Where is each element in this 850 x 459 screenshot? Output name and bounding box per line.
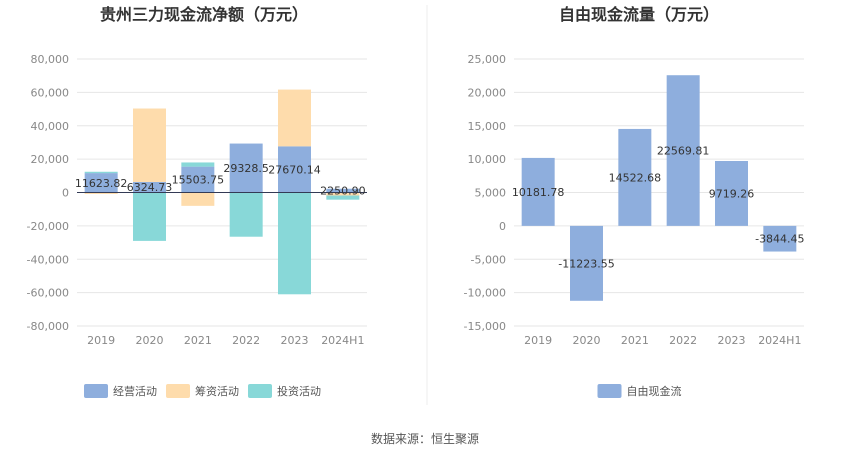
chart2-data-labels: 10181.78 -11223.55 14522.68 22569.81 9719.26… (512, 145, 805, 271)
y-tick-label: 25,000 (468, 53, 507, 66)
x-tick-label: 2021 (621, 334, 649, 347)
bar-2021-series-2 (181, 162, 215, 167)
chart2-x-axis: 2019 2020 2021 2022 2023 2024H1 (524, 334, 801, 347)
legend-swatch[interactable] (166, 384, 190, 398)
legend-label[interactable]: 自由现金流 (627, 384, 682, 398)
legend-swatch[interactable] (84, 384, 108, 398)
data-label: 9719.26 (709, 187, 755, 200)
chart1-bars (84, 89, 360, 295)
data-label: 22569.81 (657, 145, 710, 158)
bar-2022-series-2 (229, 192, 263, 237)
y-tick-label: 15,000 (468, 120, 507, 133)
y-tick-label: 0 (499, 220, 506, 233)
data-label: 11623.82 (75, 177, 128, 190)
legend-swatch[interactable] (597, 384, 622, 398)
chart2-y-axis: 25,000 20,000 15,000 10,000 5,000 0 -5,000 -10,… (464, 53, 506, 333)
y-tick-label: -60,000 (27, 287, 69, 300)
bar-2024H1-series-2 (326, 195, 360, 200)
y-tick-label: -5,000 (471, 253, 506, 266)
bar-2024H1-series-0 (763, 225, 797, 252)
x-tick-label: 2019 (524, 334, 552, 347)
chart2-bars (521, 75, 797, 301)
data-label: 10181.78 (512, 186, 565, 199)
bar-2021-series-0 (181, 166, 215, 193)
y-tick-label: 5,000 (475, 187, 507, 200)
bar-2021-series-0 (618, 128, 652, 226)
bar-2020-series-1 (133, 108, 166, 182)
bar-2020-series-0 (570, 225, 603, 301)
bar-2019-series-1 (84, 192, 118, 195)
x-tick-label: 2023 (718, 334, 746, 347)
y-tick-label: 20,000 (468, 86, 507, 99)
data-label: 27670.14 (268, 163, 321, 176)
legend-label[interactable]: 经营活动 (113, 384, 157, 398)
chart1-title: 贵州三力现金流净额（万元） (100, 5, 308, 24)
bar-2023-series-0 (715, 160, 748, 226)
data-label: 29328.5 (223, 162, 269, 175)
chart1-y-axis: 80,000 60,000 40,000 20,000 0 -20,000 -40,000 -… (27, 53, 69, 333)
data-label: 6324.73 (127, 181, 173, 194)
chart2-gridlines (514, 58, 804, 327)
y-tick-label: 80,000 (31, 53, 70, 66)
chart1-legend: 经营活动 筹资活动 投资活动 (84, 384, 321, 398)
bar-2023-series-1 (278, 89, 311, 147)
free-cash-flow-chart: 自由现金流量（万元） 25,000 20,000 15,000 10,000 5,000… (464, 5, 805, 398)
chart2-title: 自由现金流量（万元） (559, 5, 719, 24)
chart1-x-axis: 2019 2020 2021 2022 2023 2024H1 (87, 334, 364, 347)
bar-2019-series-2 (84, 171, 118, 174)
bar-2022-series-0 (666, 75, 700, 226)
bar-2019-series-0 (84, 173, 118, 193)
legend-swatch[interactable] (248, 384, 272, 398)
x-tick-label: 2020 (136, 334, 164, 347)
x-tick-label: 2019 (87, 334, 115, 347)
legend-label[interactable]: 筹资活动 (195, 384, 239, 398)
bar-2021-series-1 (181, 192, 215, 206)
data-label: 14522.68 (609, 171, 662, 184)
legend-label[interactable]: 投资活动 (277, 384, 321, 398)
x-tick-label: 2022 (669, 334, 697, 347)
x-tick-label: 2020 (573, 334, 601, 347)
y-tick-label: -20,000 (27, 220, 69, 233)
bar-2024H1-series-0 (326, 188, 360, 193)
cash-flow-net-chart: 贵州三力现金流净额（万元） 80,000 60,000 40,000 20,000 0 -… (27, 5, 367, 398)
data-label: -11223.55 (558, 257, 614, 270)
bar-2022-series-0 (229, 143, 263, 193)
bar-2023-series-0 (278, 146, 311, 193)
bar-2023-series-2 (278, 192, 311, 295)
bar-2020-series-2 (133, 192, 166, 241)
data-label: 15503.75 (172, 174, 225, 187)
y-tick-label: 60,000 (31, 86, 70, 99)
x-tick-label: 2023 (281, 334, 309, 347)
bar-2024H1-series-1 (326, 192, 360, 196)
x-tick-label: 2024H1 (321, 334, 364, 347)
y-tick-label: 10,000 (468, 153, 507, 166)
y-tick-label: -40,000 (27, 253, 69, 266)
data-label: -3844.45 (755, 233, 804, 246)
bar-2020-series-0 (133, 181, 166, 193)
x-tick-label: 2024H1 (758, 334, 801, 347)
y-tick-label: 20,000 (31, 153, 70, 166)
data-source-label: 数据来源：恒生聚源 (371, 431, 479, 446)
bar-2019-series-0 (521, 157, 555, 226)
y-tick-label: 0 (62, 187, 69, 200)
chart2-legend: 自由现金流 (597, 384, 682, 398)
data-label: 2250.90 (320, 185, 366, 198)
y-tick-label: -15,000 (464, 320, 506, 333)
x-tick-label: 2022 (232, 334, 260, 347)
y-tick-label: -80,000 (27, 320, 69, 333)
y-tick-label: -10,000 (464, 287, 506, 300)
y-tick-label: 40,000 (31, 120, 70, 133)
x-tick-label: 2021 (184, 334, 212, 347)
